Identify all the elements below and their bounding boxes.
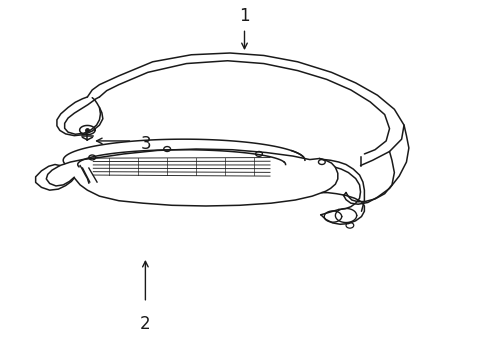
Text: 1: 1 [239, 7, 249, 25]
Text: 3: 3 [140, 135, 151, 153]
Text: 2: 2 [140, 315, 150, 333]
